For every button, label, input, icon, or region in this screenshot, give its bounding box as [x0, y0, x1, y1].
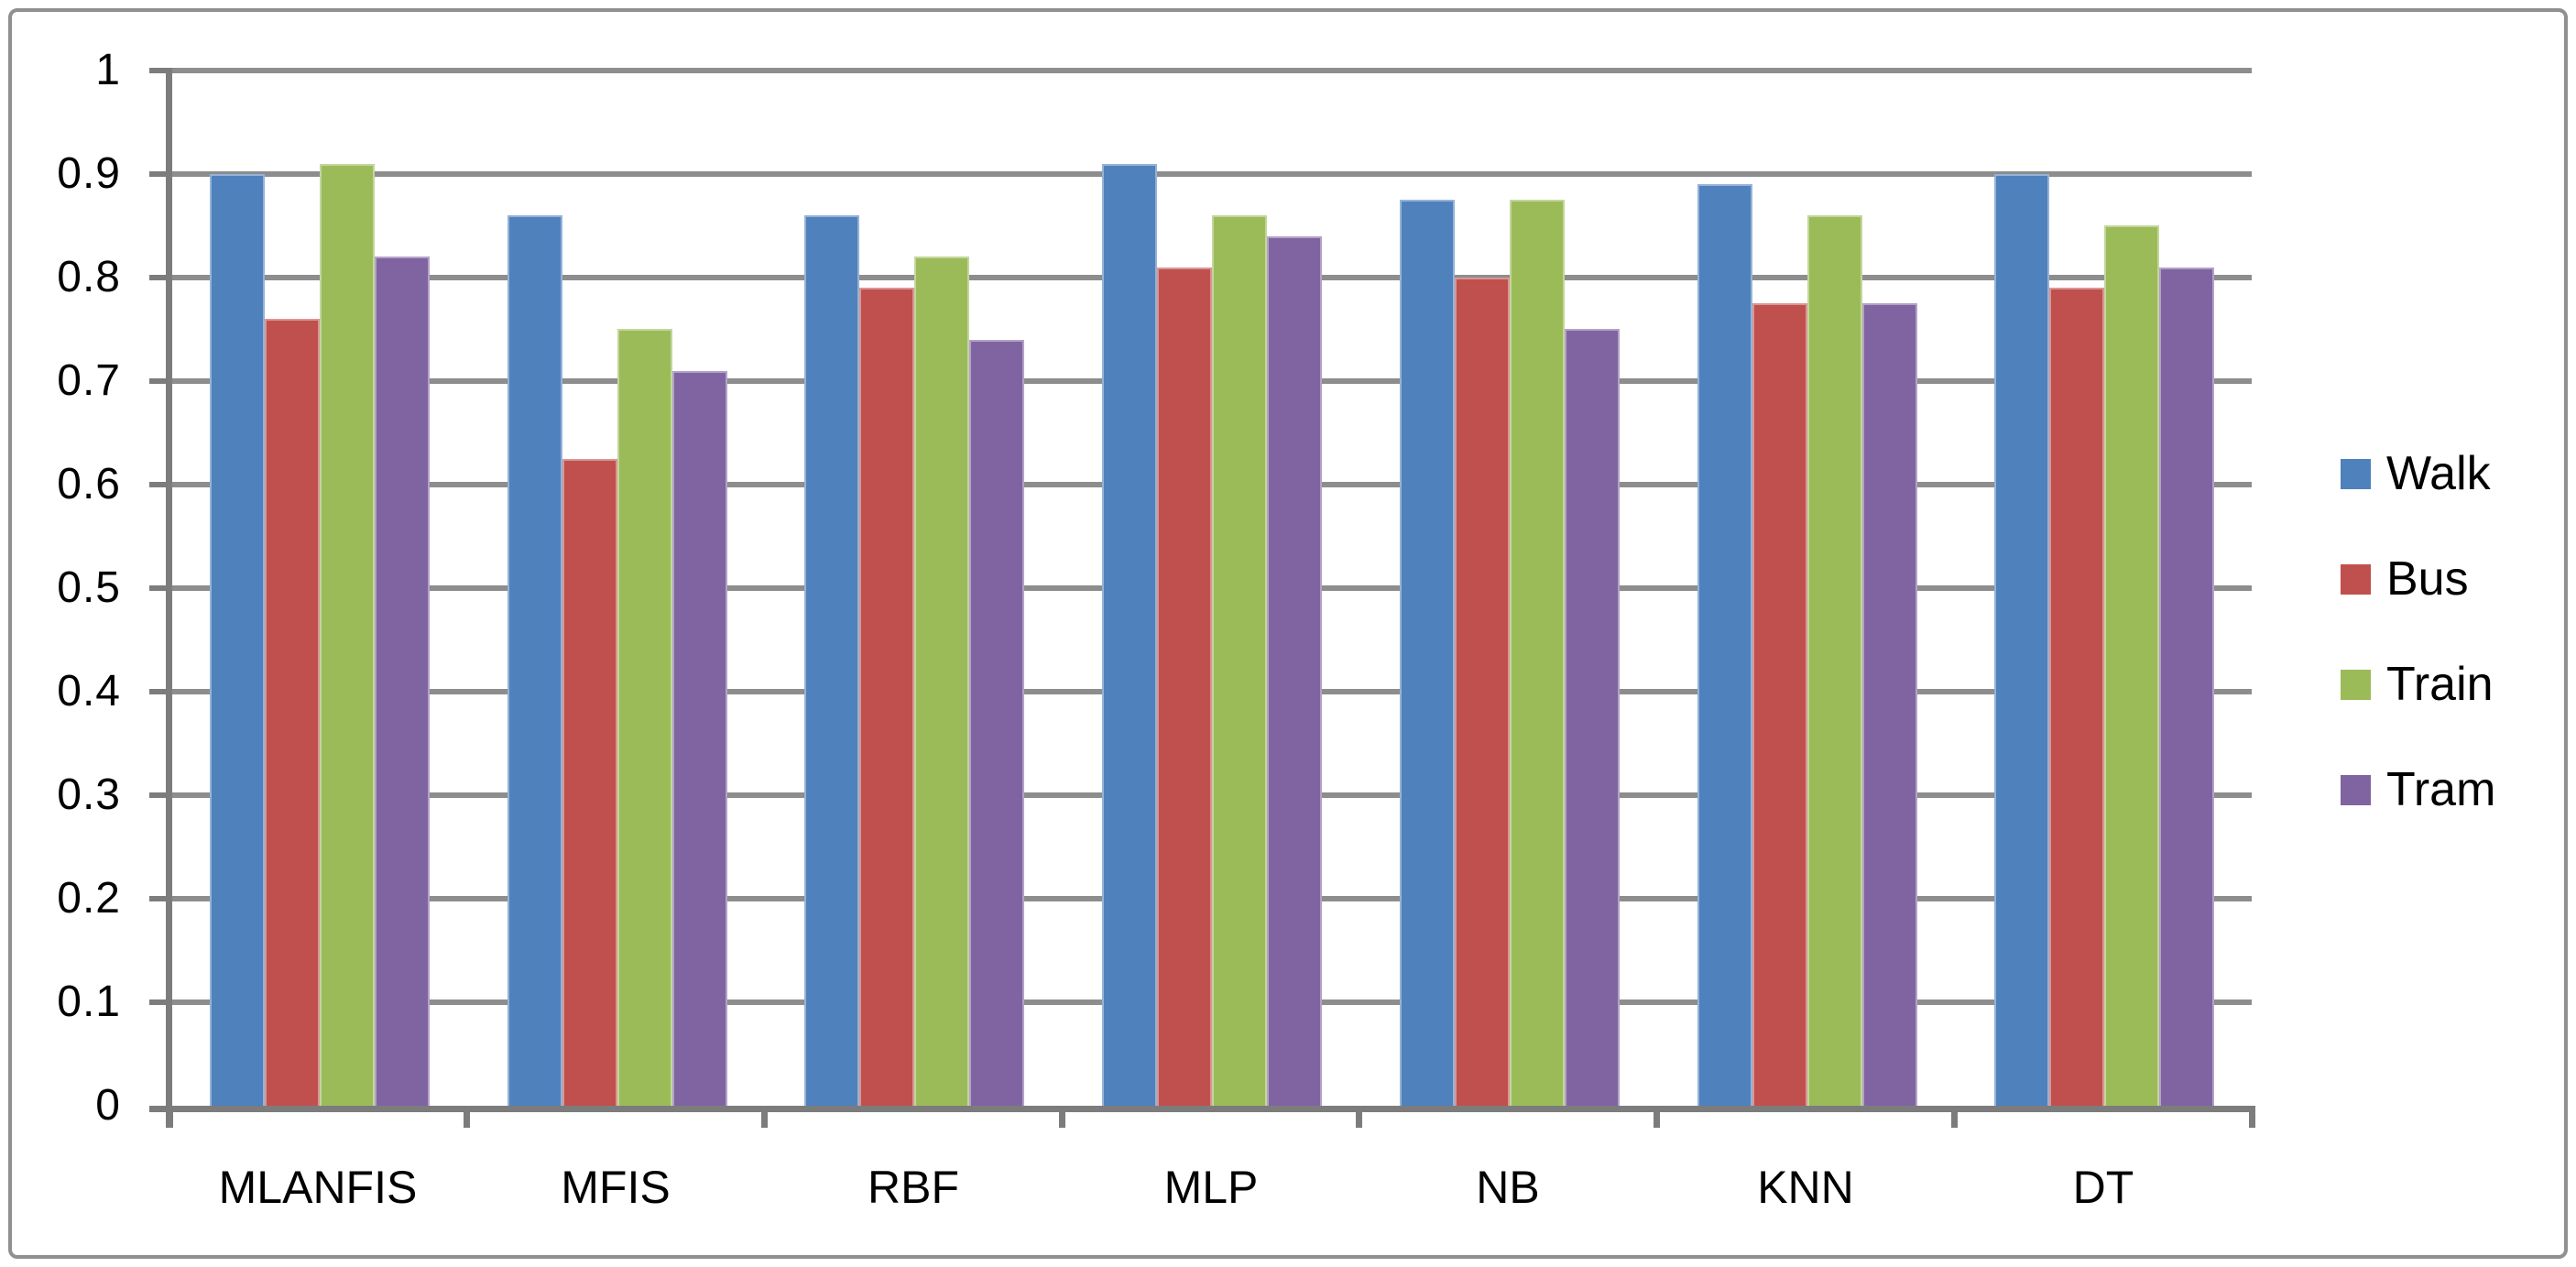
legend-entry-train: Train: [2341, 656, 2494, 713]
bar-tram-mlanfis: [375, 257, 430, 1106]
y-axis-label-0: 0: [95, 1081, 121, 1130]
x-axis-line: [149, 1106, 2252, 1112]
y-tick-0.8: [149, 275, 169, 280]
bar-walk-knn: [1697, 184, 1752, 1106]
y-axis-label-0.8: 0.8: [57, 253, 121, 301]
y-tick-0.5: [149, 585, 169, 591]
bar-bus-knn: [1752, 303, 1807, 1106]
x-tick-1: [464, 1106, 470, 1128]
bar-bus-mlanfis: [265, 319, 320, 1106]
bar-bus-mfis: [562, 459, 617, 1106]
bar-train-mlanfis: [320, 164, 375, 1106]
bar-bus-mlp: [1157, 268, 1212, 1106]
x-tick-6: [1951, 1106, 1958, 1128]
bar-walk-dt: [1994, 174, 2049, 1106]
y-axis-label-0.2: 0.2: [57, 874, 121, 923]
bar-tram-nb: [1565, 329, 1620, 1106]
legend-entry-bus: Bus: [2341, 551, 2469, 607]
x-axis-label-mfis: MFIS: [561, 1162, 671, 1213]
x-tick-5: [1654, 1106, 1660, 1128]
y-tick-0.9: [149, 171, 169, 177]
bar-train-mfis: [617, 329, 672, 1106]
bar-walk-mlanfis: [210, 174, 265, 1106]
bar-train-rbf: [914, 257, 969, 1106]
bar-tram-mfis: [672, 371, 727, 1106]
tram-series-swatch: [2341, 774, 2371, 805]
bar-bus-rbf: [859, 288, 914, 1106]
bar-tram-rbf: [969, 340, 1024, 1106]
x-tick-0: [167, 1106, 173, 1128]
y-tick-0.7: [149, 378, 169, 384]
bar-bus-nb: [1455, 278, 1510, 1106]
y-tick-1: [149, 68, 169, 73]
train-series-swatch: [2341, 669, 2371, 700]
x-tick-2: [761, 1106, 768, 1128]
legend-entry-walk: Walk: [2341, 445, 2491, 502]
x-axis-label-mlp: MLP: [1163, 1162, 1259, 1213]
y-axis-label-0.5: 0.5: [57, 563, 121, 612]
legend-label-train: Train: [2386, 658, 2494, 711]
x-axis-label-nb: NB: [1476, 1162, 1540, 1213]
bar-tram-mlp: [1267, 236, 1322, 1106]
bar-walk-mfis: [508, 215, 562, 1106]
bar-tram-knn: [1862, 303, 1917, 1106]
bar-bus-dt: [2049, 288, 2104, 1106]
y-tick-0.6: [149, 482, 169, 487]
y-axis-label-1: 1: [95, 46, 121, 94]
x-axis-label-mlanfis: MLANFIS: [218, 1162, 418, 1213]
y-axis-label-0.7: 0.7: [57, 356, 121, 405]
bar-train-dt: [2104, 225, 2159, 1106]
y-tick-0.1: [149, 999, 169, 1005]
y-axis-label-0.9: 0.9: [57, 149, 121, 198]
x-axis-label-knn: KNN: [1757, 1162, 1854, 1213]
legend-label-bus: Bus: [2386, 552, 2469, 606]
bar-train-mlp: [1212, 215, 1267, 1106]
y-tick-0.3: [149, 792, 169, 798]
legend-entry-tram: Tram: [2341, 761, 2495, 818]
bar-walk-mlp: [1102, 164, 1157, 1106]
x-tick-7: [2249, 1106, 2255, 1128]
y-axis-line: [166, 68, 172, 1128]
y-axis-label-0.1: 0.1: [57, 978, 121, 1026]
gridline-0.9: [169, 171, 2252, 177]
bar-tram-dt: [2159, 268, 2214, 1106]
x-axis-label-dt: DT: [2072, 1162, 2134, 1213]
y-tick-0.4: [149, 689, 169, 694]
x-axis-label-rbf: RBF: [868, 1162, 959, 1213]
legend-label-tram: Tram: [2386, 763, 2496, 816]
bar-train-nb: [1510, 200, 1565, 1106]
y-axis-label-0.3: 0.3: [57, 770, 121, 819]
legend-label-walk: Walk: [2386, 447, 2491, 500]
bar-walk-rbf: [804, 215, 859, 1106]
x-tick-3: [1059, 1106, 1065, 1128]
y-axis-label-0.6: 0.6: [57, 460, 121, 508]
gridline-1: [169, 68, 2252, 73]
walk-series-swatch: [2341, 458, 2371, 489]
y-tick-0.2: [149, 896, 169, 901]
y-axis-label-0.4: 0.4: [57, 667, 121, 715]
bar-train-knn: [1807, 215, 1862, 1106]
bar-walk-nb: [1400, 200, 1455, 1106]
x-tick-4: [1356, 1106, 1362, 1128]
bus-series-swatch: [2341, 563, 2371, 595]
